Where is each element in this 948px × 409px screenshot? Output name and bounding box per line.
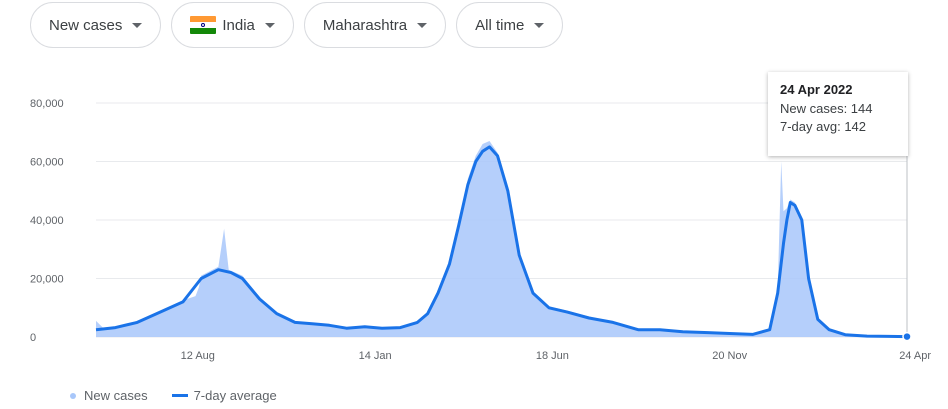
metric-label: New cases	[49, 16, 123, 34]
legend-avg: 7-day average	[193, 388, 277, 403]
country-label: India	[222, 16, 255, 34]
hover-tooltip: 24 Apr 2022 New cases: 144 7-day avg: 14…	[768, 72, 908, 156]
y-tick-label: 20,000	[30, 274, 64, 286]
india-flag-icon	[190, 16, 217, 34]
new-cases-area	[96, 141, 907, 337]
avg-series	[95, 145, 908, 339]
new-cases-series	[96, 141, 907, 337]
period-label: All time	[475, 16, 525, 34]
dropdown-caret-icon	[132, 22, 143, 28]
x-tick-label: 18 Jun	[536, 350, 569, 362]
region-label: Maharashtra	[322, 16, 408, 34]
region-dropdown[interactable]: Maharashtra	[303, 2, 447, 48]
tooltip-date: 24 Apr 2022	[780, 82, 853, 97]
country-dropdown[interactable]: India	[171, 2, 294, 48]
x-tick-label: 24 Apr	[899, 350, 931, 362]
dropdown-caret-icon	[417, 22, 428, 28]
metric-dropdown[interactable]: New cases	[30, 2, 162, 48]
dropdown-caret-icon	[264, 22, 275, 28]
tooltip-avg: 7-day avg: 142	[780, 119, 867, 134]
y-tick-label: 60,000	[30, 157, 64, 169]
avg-line	[95, 145, 908, 339]
tooltip-new-cases: New cases: 144	[780, 101, 873, 116]
period-dropdown[interactable]: All time	[456, 2, 564, 48]
x-axis-ticks: 12 Aug 14 Jan 18 Jun 20 Nov 24 Apr	[181, 350, 932, 362]
x-tick-label: 12 Aug	[181, 350, 215, 362]
x-tick-label: 14 Jan	[359, 350, 392, 362]
legend-new-cases: New cases	[84, 388, 148, 403]
hover-point	[902, 331, 912, 342]
y-axis-ticks: 0 20,000 40,000 60,000 80,000	[30, 98, 64, 344]
y-tick-label: 0	[30, 332, 36, 344]
dropdown-caret-icon	[534, 22, 545, 28]
y-tick-label: 40,000	[30, 215, 64, 227]
filter-chips: New cases India Maharashtra All time	[30, 2, 564, 48]
y-tick-label: 80,000	[30, 98, 64, 110]
new-cases-legend-swatch	[70, 392, 76, 399]
avg-legend-swatch	[171, 394, 188, 397]
x-tick-label: 20 Nov	[712, 350, 747, 362]
chart-legend: New cases 7-day average	[70, 388, 277, 403]
